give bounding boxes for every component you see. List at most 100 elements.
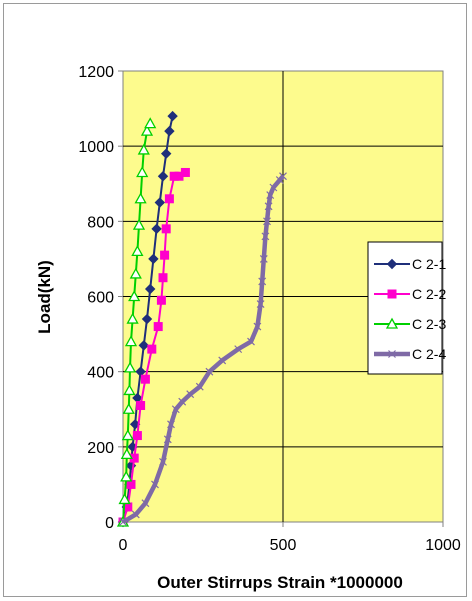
series-2-marker <box>174 171 184 181</box>
series-1-marker <box>164 125 175 137</box>
series-4-marker <box>218 356 227 365</box>
series-3-marker <box>126 312 139 324</box>
series-3-marker <box>136 166 149 178</box>
series-1-marker <box>154 197 166 208</box>
series-3-marker <box>128 290 141 302</box>
series-1-marker <box>148 253 159 265</box>
series-3-marker <box>118 493 131 505</box>
legend-label: C 2-2 <box>412 286 446 302</box>
series-1-marker <box>160 148 172 159</box>
series-3-marker <box>122 402 135 414</box>
series-1-marker <box>151 223 162 235</box>
series-2-marker <box>156 295 166 305</box>
series-4-marker <box>205 367 214 376</box>
series-3-marker <box>137 143 150 155</box>
series-2-marker <box>132 431 142 441</box>
legend-swatch-marker <box>388 350 396 358</box>
legend: C 2-1 C 2-2 C 2-3 C 2-4 <box>367 241 446 375</box>
series-2-marker <box>160 250 170 260</box>
y-axis-title: Load(kN) <box>35 260 54 334</box>
x-axis-title: Outer Stirrups Strain *1000000 <box>157 573 403 592</box>
series-4-marker <box>171 405 180 414</box>
series-2-marker <box>164 194 174 204</box>
y-tick-label: 1000 <box>78 139 114 156</box>
series-4-line <box>121 174 285 524</box>
series-1-marker <box>167 110 178 122</box>
legend-label: C 2-1 <box>412 256 446 272</box>
series-4-marker <box>178 397 187 406</box>
x-tick-label: 500 <box>270 537 297 554</box>
series-4-marker <box>151 480 159 489</box>
series-3-marker <box>144 117 157 129</box>
series-3-marker <box>132 218 146 230</box>
y-tick-label: 200 <box>87 440 114 457</box>
series-4-marker <box>163 435 172 444</box>
series-2-marker <box>161 224 171 234</box>
series-2-marker <box>129 453 139 463</box>
series-2-marker <box>158 273 168 283</box>
series-3-marker <box>129 267 142 279</box>
series-3-marker <box>120 470 133 482</box>
legend-label: C 2-4 <box>412 346 446 362</box>
series-3-marker <box>120 448 133 460</box>
series-2-marker <box>123 502 133 512</box>
data-series <box>116 110 287 528</box>
legend-swatch-marker <box>386 258 398 270</box>
series-4-marker <box>258 277 267 286</box>
legend-item: C 2-3 <box>374 316 446 332</box>
series-1-marker <box>135 366 146 377</box>
series-4-marker <box>234 345 243 354</box>
legend-item: C 2-4 <box>374 346 446 362</box>
series-2-marker <box>169 171 179 181</box>
series-4-marker <box>247 337 255 346</box>
series-4-marker <box>279 172 287 181</box>
series-4-marker <box>256 300 265 308</box>
series-4-marker <box>264 202 273 211</box>
series-4-marker <box>266 191 275 199</box>
legend-label: C 2-3 <box>412 316 446 332</box>
series-3-marker <box>124 335 138 347</box>
series-2-marker <box>126 479 136 489</box>
load-strain-chart: 0 200 400 600 800 1000 1200 0 500 1000 Outer Sti… <box>35 64 461 592</box>
series-4-marker <box>159 457 167 466</box>
series-2 <box>118 167 190 527</box>
x-tick-label: 0 <box>119 537 128 554</box>
series-4-marker <box>261 232 270 241</box>
series-2-marker <box>147 344 157 354</box>
series-4-marker <box>195 382 204 391</box>
series-3-marker <box>131 245 144 257</box>
y-axis: 0 200 400 600 800 1000 1200 <box>78 64 123 532</box>
series-4-marker <box>167 420 175 429</box>
series-2-marker <box>153 322 163 332</box>
series-3-marker <box>121 429 134 441</box>
series-4-marker <box>259 254 268 263</box>
series-3-marker <box>134 192 147 204</box>
legend-item: C 2-2 <box>374 286 446 302</box>
series-1-marker <box>141 313 153 325</box>
series-2-marker <box>136 400 146 410</box>
legend-item: C 2-1 <box>374 256 446 272</box>
series-4-marker <box>253 322 262 331</box>
x-axis: 0 500 1000 <box>119 522 461 554</box>
y-tick-label: 400 <box>87 365 114 382</box>
series-3-marker <box>123 384 136 396</box>
legend-swatch-marker <box>387 289 397 299</box>
series-2-marker <box>180 167 190 177</box>
y-tick-label: 800 <box>87 214 114 231</box>
series-4-marker <box>119 518 127 526</box>
y-tick-label: 600 <box>87 290 114 307</box>
x-tick-label: 1000 <box>425 537 461 554</box>
series-2-marker <box>140 374 150 384</box>
series-4-marker <box>263 217 271 226</box>
series-1-marker <box>144 283 156 295</box>
series-3-marker <box>140 124 154 136</box>
y-tick-label: 1200 <box>78 64 114 81</box>
legend-swatch-marker <box>385 317 399 329</box>
series-1-marker <box>157 171 169 182</box>
series-4-marker <box>269 183 278 192</box>
series-4 <box>119 172 287 526</box>
series-4-marker <box>141 499 150 508</box>
y-tick-label: 0 <box>105 515 114 532</box>
series-1-marker <box>138 340 150 351</box>
series-4-marker <box>186 390 195 399</box>
